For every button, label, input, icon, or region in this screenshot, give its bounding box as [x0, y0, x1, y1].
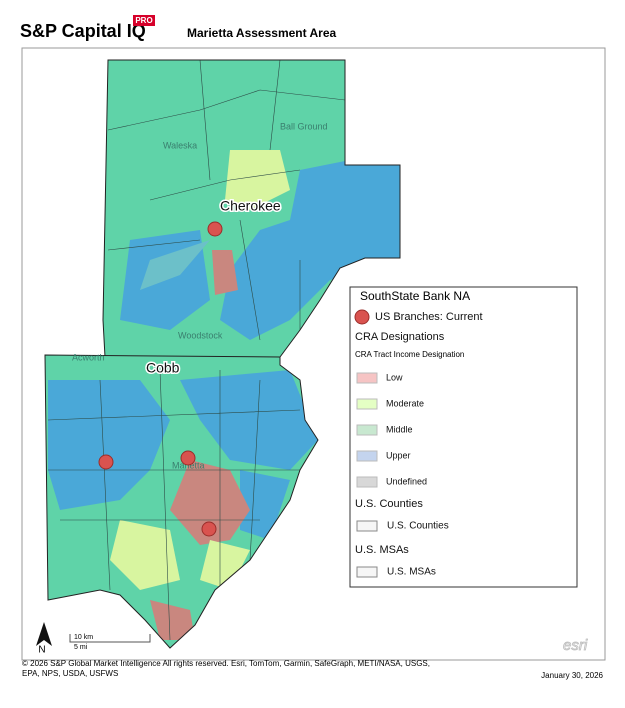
legend-swatch [356, 476, 378, 488]
branch [201, 521, 217, 537]
badge-bg [133, 15, 155, 26]
cobb-county [45, 355, 318, 648]
branch-markers [98, 221, 223, 537]
legend-swatch [356, 398, 378, 410]
legend-swatch [356, 424, 378, 436]
branch [180, 450, 196, 466]
north-arrow [36, 622, 52, 646]
legend: SouthState Bank NA US Branches: Current … [349, 286, 578, 588]
badge: PRO [135, 16, 152, 25]
cherokee-county [103, 60, 400, 357]
legend-heading: U.S. Counties [355, 498, 423, 510]
legend-swatch [356, 372, 378, 384]
legend-item: Undefined [386, 476, 427, 486]
esri-watermark: esri [563, 637, 588, 654]
county-label: Cobb [146, 360, 180, 376]
legend-item: U.S. Counties [387, 521, 449, 532]
legend-item: Moderate [386, 398, 424, 408]
date: January 30, 2026 [541, 671, 603, 680]
branch [207, 221, 223, 237]
legend-item: Upper [386, 450, 411, 460]
copyright: EPA, NPS, USDA, USFWS [22, 669, 118, 678]
legend-branch-symbol [354, 309, 370, 325]
legend-item: Low [386, 372, 403, 382]
brand: S&P Capital IQ [20, 21, 146, 41]
legend-subheading: CRA Tract Income Designation [355, 350, 464, 359]
cobb-outline [44, 354, 319, 649]
place-label: Woodstock [178, 330, 223, 340]
legend-box [349, 286, 578, 588]
copyright: © 2026 S&P Global Market Intelligence Al… [22, 659, 430, 668]
county-label: Cherokee [220, 198, 281, 214]
place-label: Acworth [72, 352, 105, 362]
map-title: Marietta Assessment Area [187, 26, 337, 40]
legend-swatch [356, 520, 378, 532]
legend-swatch [356, 566, 378, 578]
place-label: Ball Ground [280, 121, 328, 131]
place-label: Waleska [163, 140, 197, 150]
legend-branches: US Branches: Current [375, 311, 483, 323]
north-label: N [38, 645, 45, 656]
legend-item: Middle [386, 424, 413, 434]
branch [98, 454, 114, 470]
legend-heading: U.S. MSAs [355, 544, 409, 556]
scale-km: 10 km [74, 634, 93, 641]
scale-bar [69, 634, 151, 643]
legend-swatch [356, 450, 378, 462]
legend-title: SouthState Bank NA [360, 289, 470, 303]
legend-heading: CRA Designations [355, 331, 445, 343]
legend-item: U.S. MSAs [387, 567, 436, 578]
scale-mi: 5 mi [74, 644, 88, 651]
